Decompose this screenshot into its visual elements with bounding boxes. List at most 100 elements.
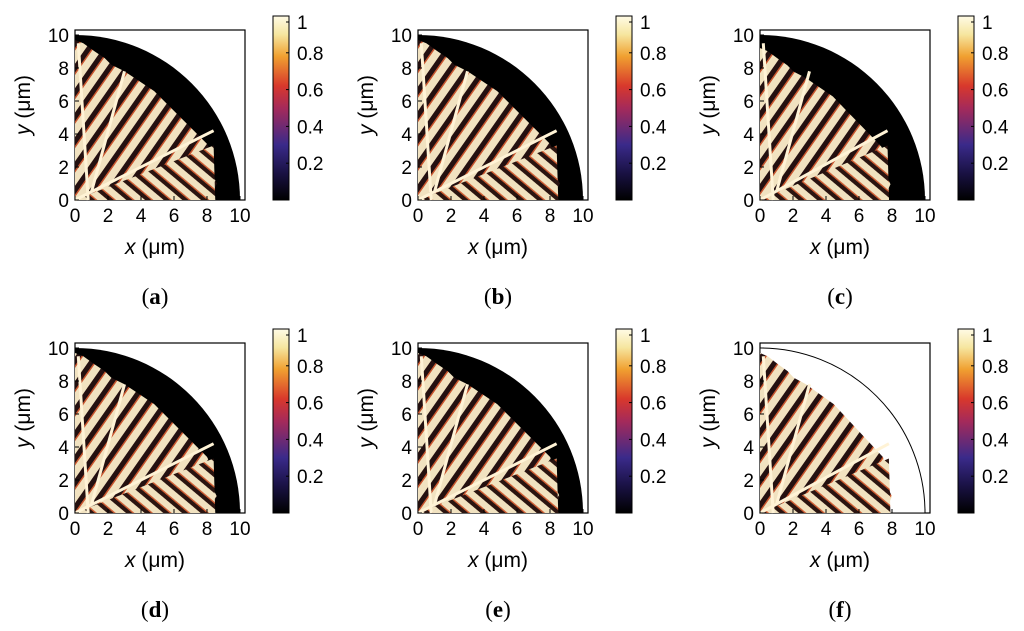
dendrite-trunk: [90, 70, 126, 193]
colorbar-tick-label: 0.6: [982, 394, 1008, 415]
y-tick-label: 10: [48, 339, 69, 360]
panel-letter: d: [149, 597, 162, 622]
x-axis-var: x: [124, 236, 137, 259]
dendrite-trunk: [433, 70, 469, 193]
panel-letter: c: [835, 284, 845, 309]
colorbar-tick-label: 1: [640, 13, 651, 34]
y-tick-label: 4: [401, 125, 412, 146]
x-tick-label: 4: [821, 519, 832, 540]
x-axis-unit: (μm): [821, 236, 870, 259]
dendrite-branch: [418, 458, 559, 513]
panel-label-open: (: [484, 284, 492, 309]
colorbar-tick-label: 0.4: [982, 117, 1009, 138]
x-tick-label: 4: [821, 206, 832, 227]
x-axis-label: x (μm): [467, 549, 528, 572]
x-tick-label: 2: [788, 519, 799, 540]
colorbar-tick-label: 0.6: [640, 394, 666, 415]
dendrite-trunk: [775, 383, 811, 506]
dendrite-trunk: [759, 442, 890, 515]
colorbar-tick-label: 0.8: [982, 44, 1008, 65]
dendrite-branch: [75, 145, 216, 200]
x-tick-label: 8: [545, 206, 556, 227]
y-axis-var: y: [355, 123, 378, 137]
panel-label: (a): [142, 284, 169, 309]
colorbar-tick-label: 0.4: [982, 430, 1009, 451]
x-tick-label: 2: [103, 519, 114, 540]
dendrite-trunk: [761, 43, 775, 201]
dendrite-trunk: [759, 129, 889, 202]
y-tick-label: 2: [58, 471, 69, 492]
y-tick-label: 6: [401, 92, 412, 113]
colorbar-tick-label: 0.2: [640, 154, 666, 175]
panel-label-open: (: [828, 597, 836, 622]
dendrite-trunk: [761, 356, 775, 514]
x-tick-label: 6: [854, 519, 865, 540]
y-axis-unit: (μm): [697, 75, 720, 124]
x-axis-var: x: [467, 549, 480, 572]
panel-label-close: ): [844, 597, 852, 622]
y-tick-label: 10: [733, 339, 754, 360]
dendrite-trunk: [76, 43, 90, 201]
y-tick-label: 10: [733, 26, 754, 47]
y-tick-label: 0: [743, 504, 754, 525]
y-axis-label: y (μm): [697, 75, 720, 137]
y-tick-label: 0: [58, 504, 69, 525]
x-tick-label: 8: [887, 206, 898, 227]
x-tick-label: 2: [446, 206, 457, 227]
dendrite-trunk: [433, 383, 469, 506]
panel-letter: e: [493, 597, 503, 622]
y-tick-label: 10: [391, 26, 412, 47]
y-tick-label: 8: [401, 59, 412, 80]
y-axis-label: y (μm): [697, 388, 720, 450]
y-tick-label: 4: [743, 125, 754, 146]
dendrite-trunk: [419, 43, 433, 201]
x-tick-label: 6: [854, 206, 865, 227]
y-tick-label: 0: [401, 191, 412, 212]
panel-label: (b): [484, 284, 512, 309]
x-tick-label: 4: [479, 206, 490, 227]
panel-label: (c): [827, 284, 853, 309]
y-tick-label: 10: [391, 339, 412, 360]
panel-label-close: ): [161, 284, 169, 309]
x-axis-unit: (μm): [479, 549, 528, 572]
y-tick-label: 4: [401, 438, 412, 459]
dendrite-trunk: [417, 442, 558, 515]
colorbar-tick-label: 0.6: [640, 81, 666, 102]
x-tick-label: 0: [755, 519, 766, 540]
dendrite-branch: [760, 458, 891, 513]
y-tick-label: 6: [743, 405, 754, 426]
y-tick-label: 10: [48, 26, 69, 47]
panel-label: (d): [141, 597, 169, 622]
colorbar-tick-label: 0.4: [297, 430, 324, 451]
panel-letter: b: [492, 284, 505, 309]
y-axis-var: y: [697, 123, 720, 137]
colorbar: [615, 15, 633, 201]
y-axis-unit: (μm): [12, 388, 35, 437]
colorbar: [957, 15, 975, 201]
colorbar: [272, 15, 290, 201]
colorbar-tick-label: 0.2: [297, 467, 323, 488]
x-tick-label: 8: [202, 519, 213, 540]
dendrite-branch: [75, 458, 216, 513]
x-axis-unit: (μm): [136, 549, 185, 572]
y-tick-label: 6: [58, 405, 69, 426]
panel-label-close: ): [504, 284, 512, 309]
x-tick-label: 0: [413, 206, 424, 227]
x-axis-var: x: [467, 236, 480, 259]
x-tick-label: 8: [887, 519, 898, 540]
y-axis-unit: (μm): [355, 388, 378, 437]
dendrite-branch: [760, 145, 890, 200]
panel-label-open: (: [142, 284, 150, 309]
dendrite-trunk: [74, 129, 215, 202]
x-tick-label: 2: [788, 206, 799, 227]
x-axis-var: x: [809, 549, 822, 572]
dendrite-trunk: [76, 356, 90, 514]
y-tick-label: 6: [401, 405, 412, 426]
x-axis-unit: (μm): [136, 236, 185, 259]
x-tick-label: 6: [169, 519, 180, 540]
y-tick-label: 6: [743, 92, 754, 113]
colorbar-tick-label: 0.4: [640, 430, 667, 451]
x-tick-label: 4: [136, 206, 147, 227]
x-tick-label: 6: [169, 206, 180, 227]
